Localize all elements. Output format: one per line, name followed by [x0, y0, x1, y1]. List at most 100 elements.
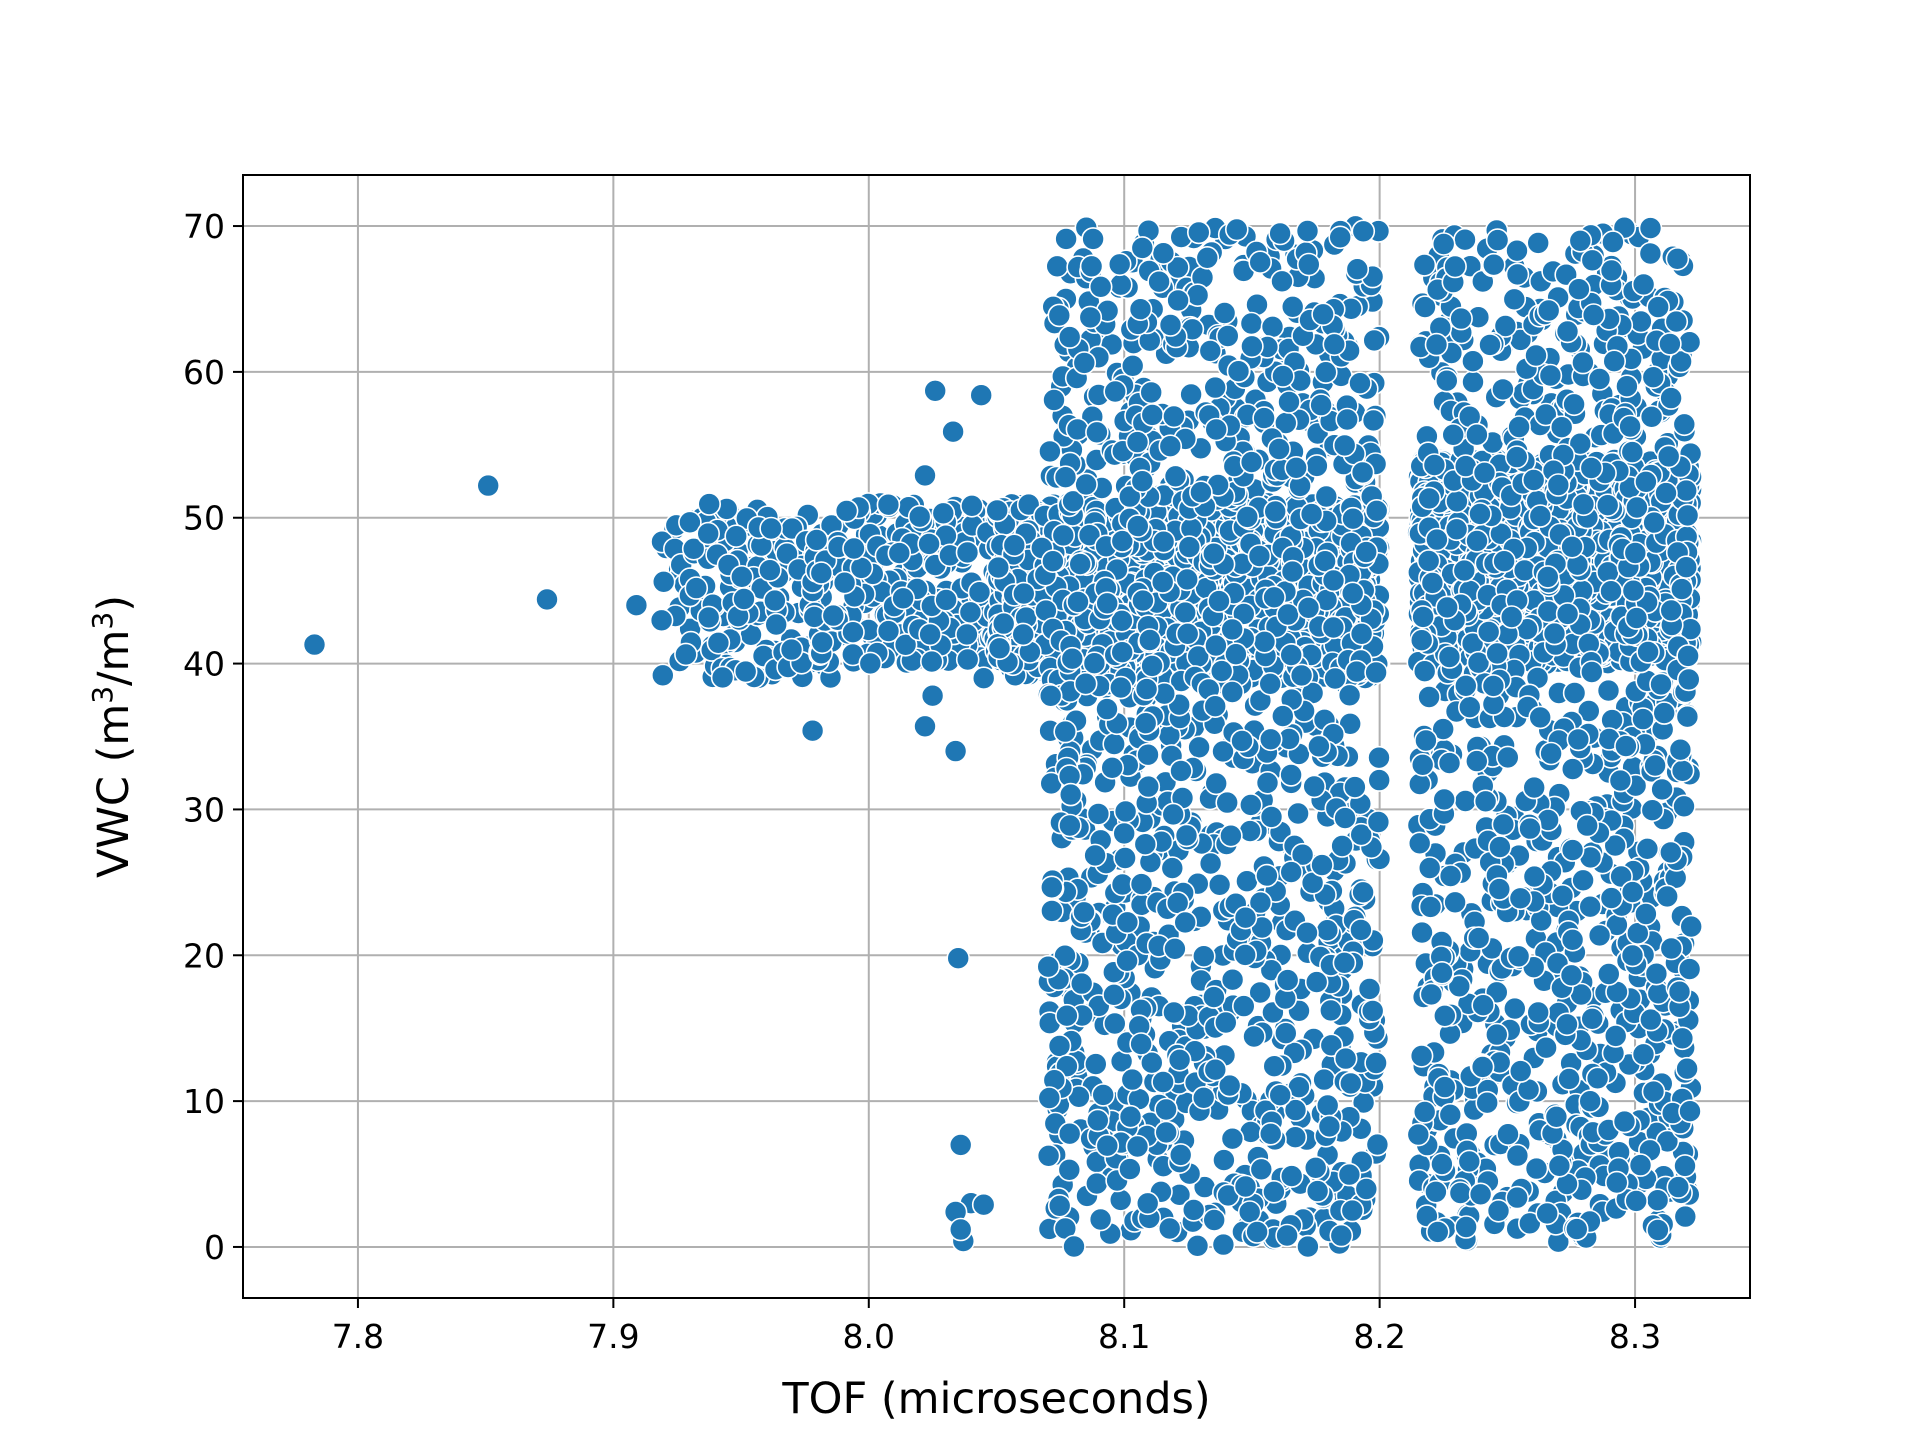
scatter-point: [1151, 529, 1176, 554]
scatter-point: [1235, 505, 1260, 529]
scatter-point: [1083, 843, 1107, 868]
scatter-point: [1262, 1054, 1286, 1078]
scatter-point: [1042, 388, 1066, 412]
scatter-point: [710, 665, 735, 690]
scatter-point: [1295, 920, 1319, 945]
scatter-point: [764, 612, 789, 637]
scatter-point: [1340, 581, 1365, 606]
scatter-point: [1328, 225, 1352, 250]
scatter-point: [1084, 1052, 1108, 1076]
scatter-point: [732, 587, 756, 611]
scatter-point: [1185, 1234, 1210, 1258]
scatter-point: [1354, 1177, 1379, 1201]
scatter-point: [1296, 595, 1321, 620]
scatter-point: [1365, 1132, 1390, 1157]
scatter-point: [1275, 1223, 1299, 1248]
scatter-point: [1154, 1097, 1178, 1122]
scatter-point: [674, 642, 698, 667]
scatter-point: [1212, 301, 1237, 325]
scatter-point: [1163, 464, 1188, 489]
scatter-point: [1351, 219, 1376, 244]
scatter-point: [1314, 484, 1339, 509]
scatter-point: [1305, 1179, 1330, 1203]
scatter-point: [1364, 660, 1388, 685]
scatter-point: [1263, 499, 1287, 524]
scatter-point: [1162, 404, 1186, 429]
scatter-point: [991, 611, 1016, 636]
scatter-point: [1319, 998, 1343, 1023]
scatter-point: [1053, 719, 1077, 744]
scatter-point: [1038, 683, 1063, 708]
scatter-point: [876, 619, 901, 643]
scatter-point: [919, 649, 944, 674]
scatter-point: [1408, 772, 1432, 796]
scatter-point: [1279, 1164, 1304, 1188]
scatter-point: [696, 521, 721, 546]
scatter-point: [1037, 1086, 1062, 1110]
scatter-point: [967, 580, 992, 605]
scatter-point: [1453, 789, 1478, 813]
scatter-point: [1118, 1157, 1142, 1181]
scatter-point: [1115, 910, 1140, 935]
scatter-point: [1252, 406, 1276, 430]
scatter-point: [1315, 918, 1340, 943]
scatter-point: [1332, 950, 1357, 975]
scatter-point: [1249, 1157, 1274, 1182]
scatter-point: [1173, 910, 1197, 935]
scatter-point: [1112, 821, 1136, 846]
scatter-point: [1081, 227, 1105, 251]
scatter-point: [1207, 872, 1232, 897]
scatter-point: [1212, 1148, 1236, 1172]
scatter-point: [1337, 683, 1362, 708]
scatter-point: [1312, 1067, 1336, 1092]
data-points: [302, 214, 1703, 1259]
scatter-point: [775, 541, 799, 566]
scatter-point: [1203, 694, 1227, 719]
scatter-point: [1343, 775, 1367, 799]
scatter-point: [1138, 628, 1162, 652]
scatter-point: [1335, 407, 1359, 432]
scatter-point: [706, 630, 731, 655]
scatter-point: [1260, 314, 1285, 339]
scatter-point: [1133, 832, 1158, 857]
scatter-point: [1140, 403, 1165, 427]
scatter-point: [1036, 954, 1060, 979]
scatter-point: [1139, 380, 1163, 405]
scatter-point: [960, 493, 984, 518]
scatter-point: [1151, 241, 1176, 265]
scatter-point: [1169, 759, 1193, 783]
scatter-point: [1198, 851, 1223, 876]
scatter-point: [1045, 254, 1069, 279]
scatter-point: [1258, 727, 1283, 752]
scatter-point: [1344, 659, 1369, 684]
scatter-point: [1262, 1180, 1286, 1204]
scatter-point: [1203, 375, 1227, 400]
scatter-point: [1072, 351, 1097, 375]
scatter-point: [1220, 1126, 1245, 1151]
scatter-point: [1057, 1121, 1082, 1146]
scatter-point: [1095, 591, 1119, 616]
scatter-point: [1036, 1144, 1061, 1168]
scatter-point: [1357, 977, 1382, 1001]
scatter-point: [1187, 220, 1211, 245]
scatter-point: [1051, 523, 1076, 548]
scatter-point: [1240, 334, 1264, 359]
scatter-point: [1074, 472, 1098, 497]
scatter-point: [1191, 1086, 1216, 1110]
scatter-point: [1079, 254, 1104, 279]
scatter-point: [1364, 1051, 1388, 1075]
scatter-point: [1232, 994, 1256, 1018]
scatter-point: [1279, 643, 1303, 667]
scatter-point: [1047, 1034, 1072, 1058]
scatter-point: [931, 501, 956, 526]
scatter-point: [1203, 1057, 1228, 1082]
scatter-point: [1333, 806, 1357, 830]
scatter-point: [1102, 982, 1126, 1007]
scatter-point: [1154, 1120, 1178, 1145]
scatter-point: [1267, 437, 1291, 461]
scatter-point: [1157, 1216, 1182, 1241]
scatter-point: [1297, 252, 1321, 277]
scatter-point: [1350, 460, 1375, 485]
scatter-point: [678, 510, 702, 535]
